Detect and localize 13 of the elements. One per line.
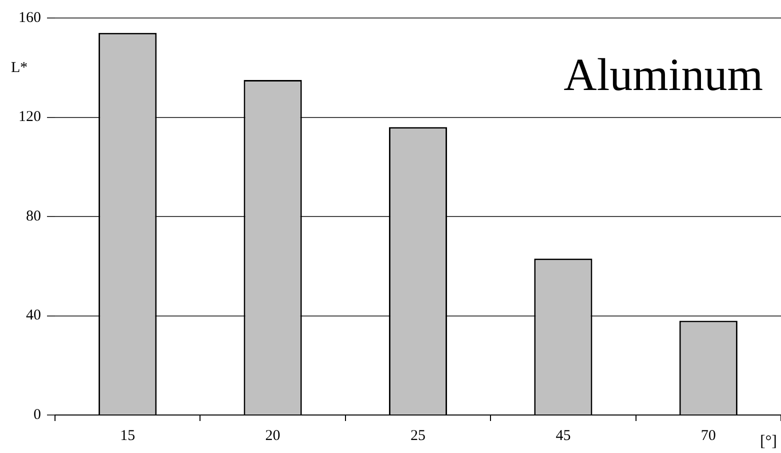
- y-tick-label: 40: [26, 308, 41, 324]
- y-tick-label: 120: [18, 109, 41, 126]
- x-tick-label: 70: [700, 428, 716, 444]
- x-axis-title: [°]: [760, 433, 777, 450]
- y-tick-label: 0: [34, 406, 41, 423]
- text: Aluminum: [564, 49, 764, 100]
- x-tick-label: 20: [265, 428, 280, 444]
- x-tick-label: 45: [556, 428, 571, 444]
- y-axis-title: L*: [11, 60, 28, 76]
- x-tick-label: 25: [410, 428, 426, 444]
- y-tick-label: 80: [26, 208, 41, 224]
- x-tick-label: 15: [120, 428, 136, 444]
- y-tick-label: 160: [18, 10, 41, 26]
